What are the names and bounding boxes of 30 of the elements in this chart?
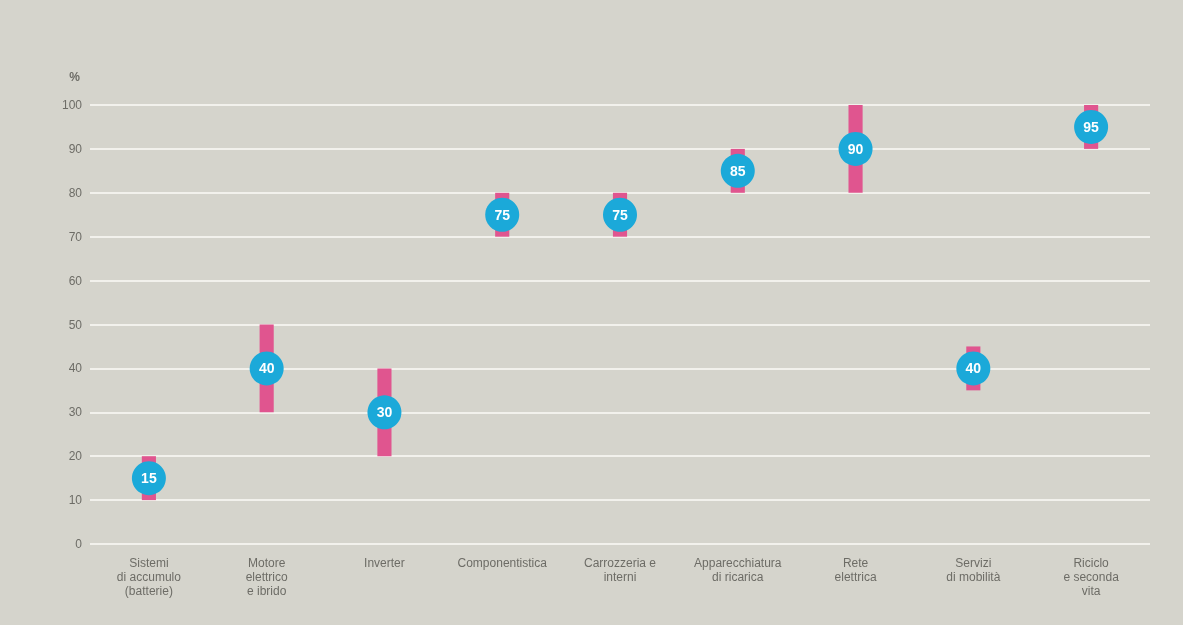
y-tick-label: 90 xyxy=(68,141,83,156)
y-tick-label: 30 xyxy=(68,405,83,420)
data-label: 40 xyxy=(258,360,275,377)
data-label: 95 xyxy=(1083,118,1100,135)
y-tick-label: 0 xyxy=(75,537,83,551)
data-label: 75 xyxy=(494,206,511,223)
data-label: 75 xyxy=(612,206,628,223)
y-tick-label: 20 xyxy=(68,449,83,464)
x-tick-label: Riciclo e seconda vita xyxy=(1063,556,1120,598)
x-tick-label: Motore elettrico e ibrido xyxy=(245,556,288,598)
x-tick-label: Servizi di mobilità xyxy=(946,556,1001,584)
x-tick-label: Apparecchiatura di ricarica xyxy=(694,556,782,584)
data-label: 90 xyxy=(847,140,864,157)
y-tick-label: 40 xyxy=(68,361,83,376)
x-tick-label: Componentistica xyxy=(457,556,548,570)
y-axis-title: % xyxy=(69,70,81,84)
x-tick-label: Inverter xyxy=(364,556,405,570)
x-tick-label: Sistemi di accumulo (batterie) xyxy=(116,556,182,598)
data-label: 40 xyxy=(965,360,982,377)
y-tick-label: 50 xyxy=(68,317,83,332)
y-tick-label: 70 xyxy=(68,229,83,244)
data-label: 30 xyxy=(376,404,393,421)
y-tick-label: 10 xyxy=(68,493,83,508)
y-tick-label: 60 xyxy=(68,273,83,288)
x-tick-label: Rete elettrica xyxy=(834,556,877,584)
data-label: 15 xyxy=(141,470,157,487)
data-label: 85 xyxy=(729,162,746,179)
y-tick-label: 80 xyxy=(68,185,83,200)
x-tick-label: Carrozzeria e interni xyxy=(583,556,657,584)
y-tick-label: 100 xyxy=(61,98,83,112)
